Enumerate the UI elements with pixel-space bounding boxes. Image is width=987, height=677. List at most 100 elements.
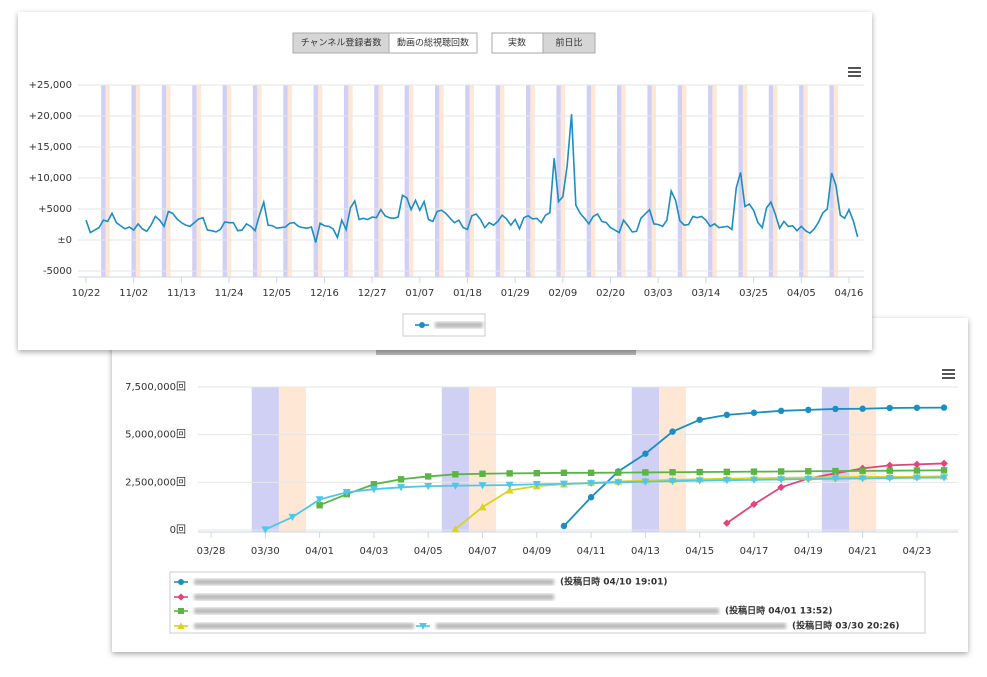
legend-name-blurred (194, 623, 414, 629)
point (723, 468, 731, 476)
point (342, 489, 351, 497)
y-tick-label: +10,000 (29, 173, 72, 184)
weekend-band (617, 85, 622, 277)
x-tick-label: 02/09 (548, 288, 577, 299)
point (587, 494, 595, 501)
point (886, 404, 893, 412)
point (913, 404, 921, 411)
weekend-band (166, 85, 171, 277)
point (505, 486, 514, 494)
menu-icon[interactable] (942, 369, 955, 379)
legend-marker (178, 608, 184, 614)
button-label: チャンネル登録者数 (301, 37, 382, 49)
x-tick-label: 04/19 (794, 546, 823, 557)
x-tick-label: 04/09 (522, 546, 551, 557)
point (478, 482, 487, 490)
point (532, 481, 541, 489)
button[interactable] (542, 32, 596, 54)
y-tick-label: +5000 (38, 204, 72, 215)
point (859, 405, 866, 412)
weekend-band (131, 85, 136, 277)
legend-name-blurred (194, 579, 554, 585)
legend-name-blurred (194, 594, 554, 600)
point (777, 407, 785, 415)
weekend-band (658, 387, 687, 532)
point (614, 479, 623, 487)
point (750, 409, 758, 416)
point (696, 416, 703, 423)
x-tick-label: 12/27 (358, 288, 387, 299)
point (750, 500, 758, 509)
weekend-band (278, 387, 307, 532)
weekend-band (495, 85, 500, 277)
point (478, 503, 487, 511)
panel-background (18, 12, 872, 350)
weekend-band (343, 85, 349, 277)
y-tick-label: 0回 (170, 524, 186, 536)
weekend-band (591, 85, 596, 277)
point (722, 477, 731, 485)
point (369, 485, 378, 494)
button-label: 実数 (508, 37, 526, 49)
menu-icon[interactable] (848, 67, 861, 77)
legend-marker (177, 593, 185, 601)
point (669, 469, 676, 476)
weekend-band (556, 85, 561, 277)
channel-panel: チャンネル登録者数 動画の総視聴回数 実数 前日比 +25,000 +20,000… (18, 12, 872, 350)
point (695, 477, 704, 485)
weekend-band (101, 85, 106, 277)
x-tick-label: 04/05 (787, 288, 816, 299)
weekend-band (439, 85, 444, 277)
weekend-band (742, 85, 748, 277)
weekend-band (348, 85, 353, 277)
x-tick-label: 04/16 (835, 288, 864, 299)
point (859, 467, 866, 475)
x-tick-label: 04/05 (414, 546, 443, 557)
point (885, 461, 894, 470)
metric-toggle: チャンネル登録者数 動画の総視聴回数 実数 前日比 (292, 32, 596, 54)
legend-marker (419, 322, 425, 328)
point (316, 502, 323, 509)
y-tick-label: -5000 (43, 266, 72, 277)
weekend-band (105, 85, 110, 277)
weekend-band (712, 85, 717, 277)
weekend-band (196, 85, 201, 277)
x-tick-label: 01/07 (405, 288, 434, 299)
weekend-band (192, 85, 197, 277)
x-tick-label: 11/02 (119, 288, 148, 299)
point (668, 477, 677, 486)
legend-name-blurred (436, 623, 786, 629)
weekend-band (560, 85, 566, 277)
point (750, 476, 758, 484)
weekend-band (465, 85, 470, 277)
x-tick-label: 11/24 (215, 288, 244, 299)
y-tick-label: +25,000 (29, 80, 72, 91)
weekend-band (469, 85, 474, 277)
weekend-band (434, 85, 440, 277)
point (669, 428, 676, 435)
point (940, 459, 948, 468)
x-tick-label: 12/05 (262, 288, 291, 299)
y-tick-label: +20,000 (29, 111, 72, 122)
legend-note: (投稿日時 04/01 13:52) (725, 605, 832, 617)
x-tick-label: 03/03 (644, 288, 673, 299)
y-tick-label: +15,000 (29, 142, 72, 153)
point (885, 474, 894, 483)
weekend-band (586, 85, 592, 277)
point (315, 496, 324, 504)
weekend-band (374, 85, 379, 277)
point (587, 480, 596, 488)
weekend-band (677, 85, 683, 277)
weekend-band (283, 85, 288, 277)
point (424, 482, 433, 491)
x-tick-label: 03/25 (739, 288, 768, 299)
views-panel: 7,500,000回 5,000,000回 2,500,000回 0回 03/28 03/… (112, 318, 968, 652)
point (505, 481, 514, 490)
point (452, 471, 459, 478)
x-tick-label: 10/22 (72, 288, 101, 299)
x-tick-label: 03/14 (691, 288, 720, 299)
x-tick-label: 04/21 (848, 546, 877, 557)
button[interactable] (388, 32, 478, 54)
weekend-band (768, 85, 774, 277)
